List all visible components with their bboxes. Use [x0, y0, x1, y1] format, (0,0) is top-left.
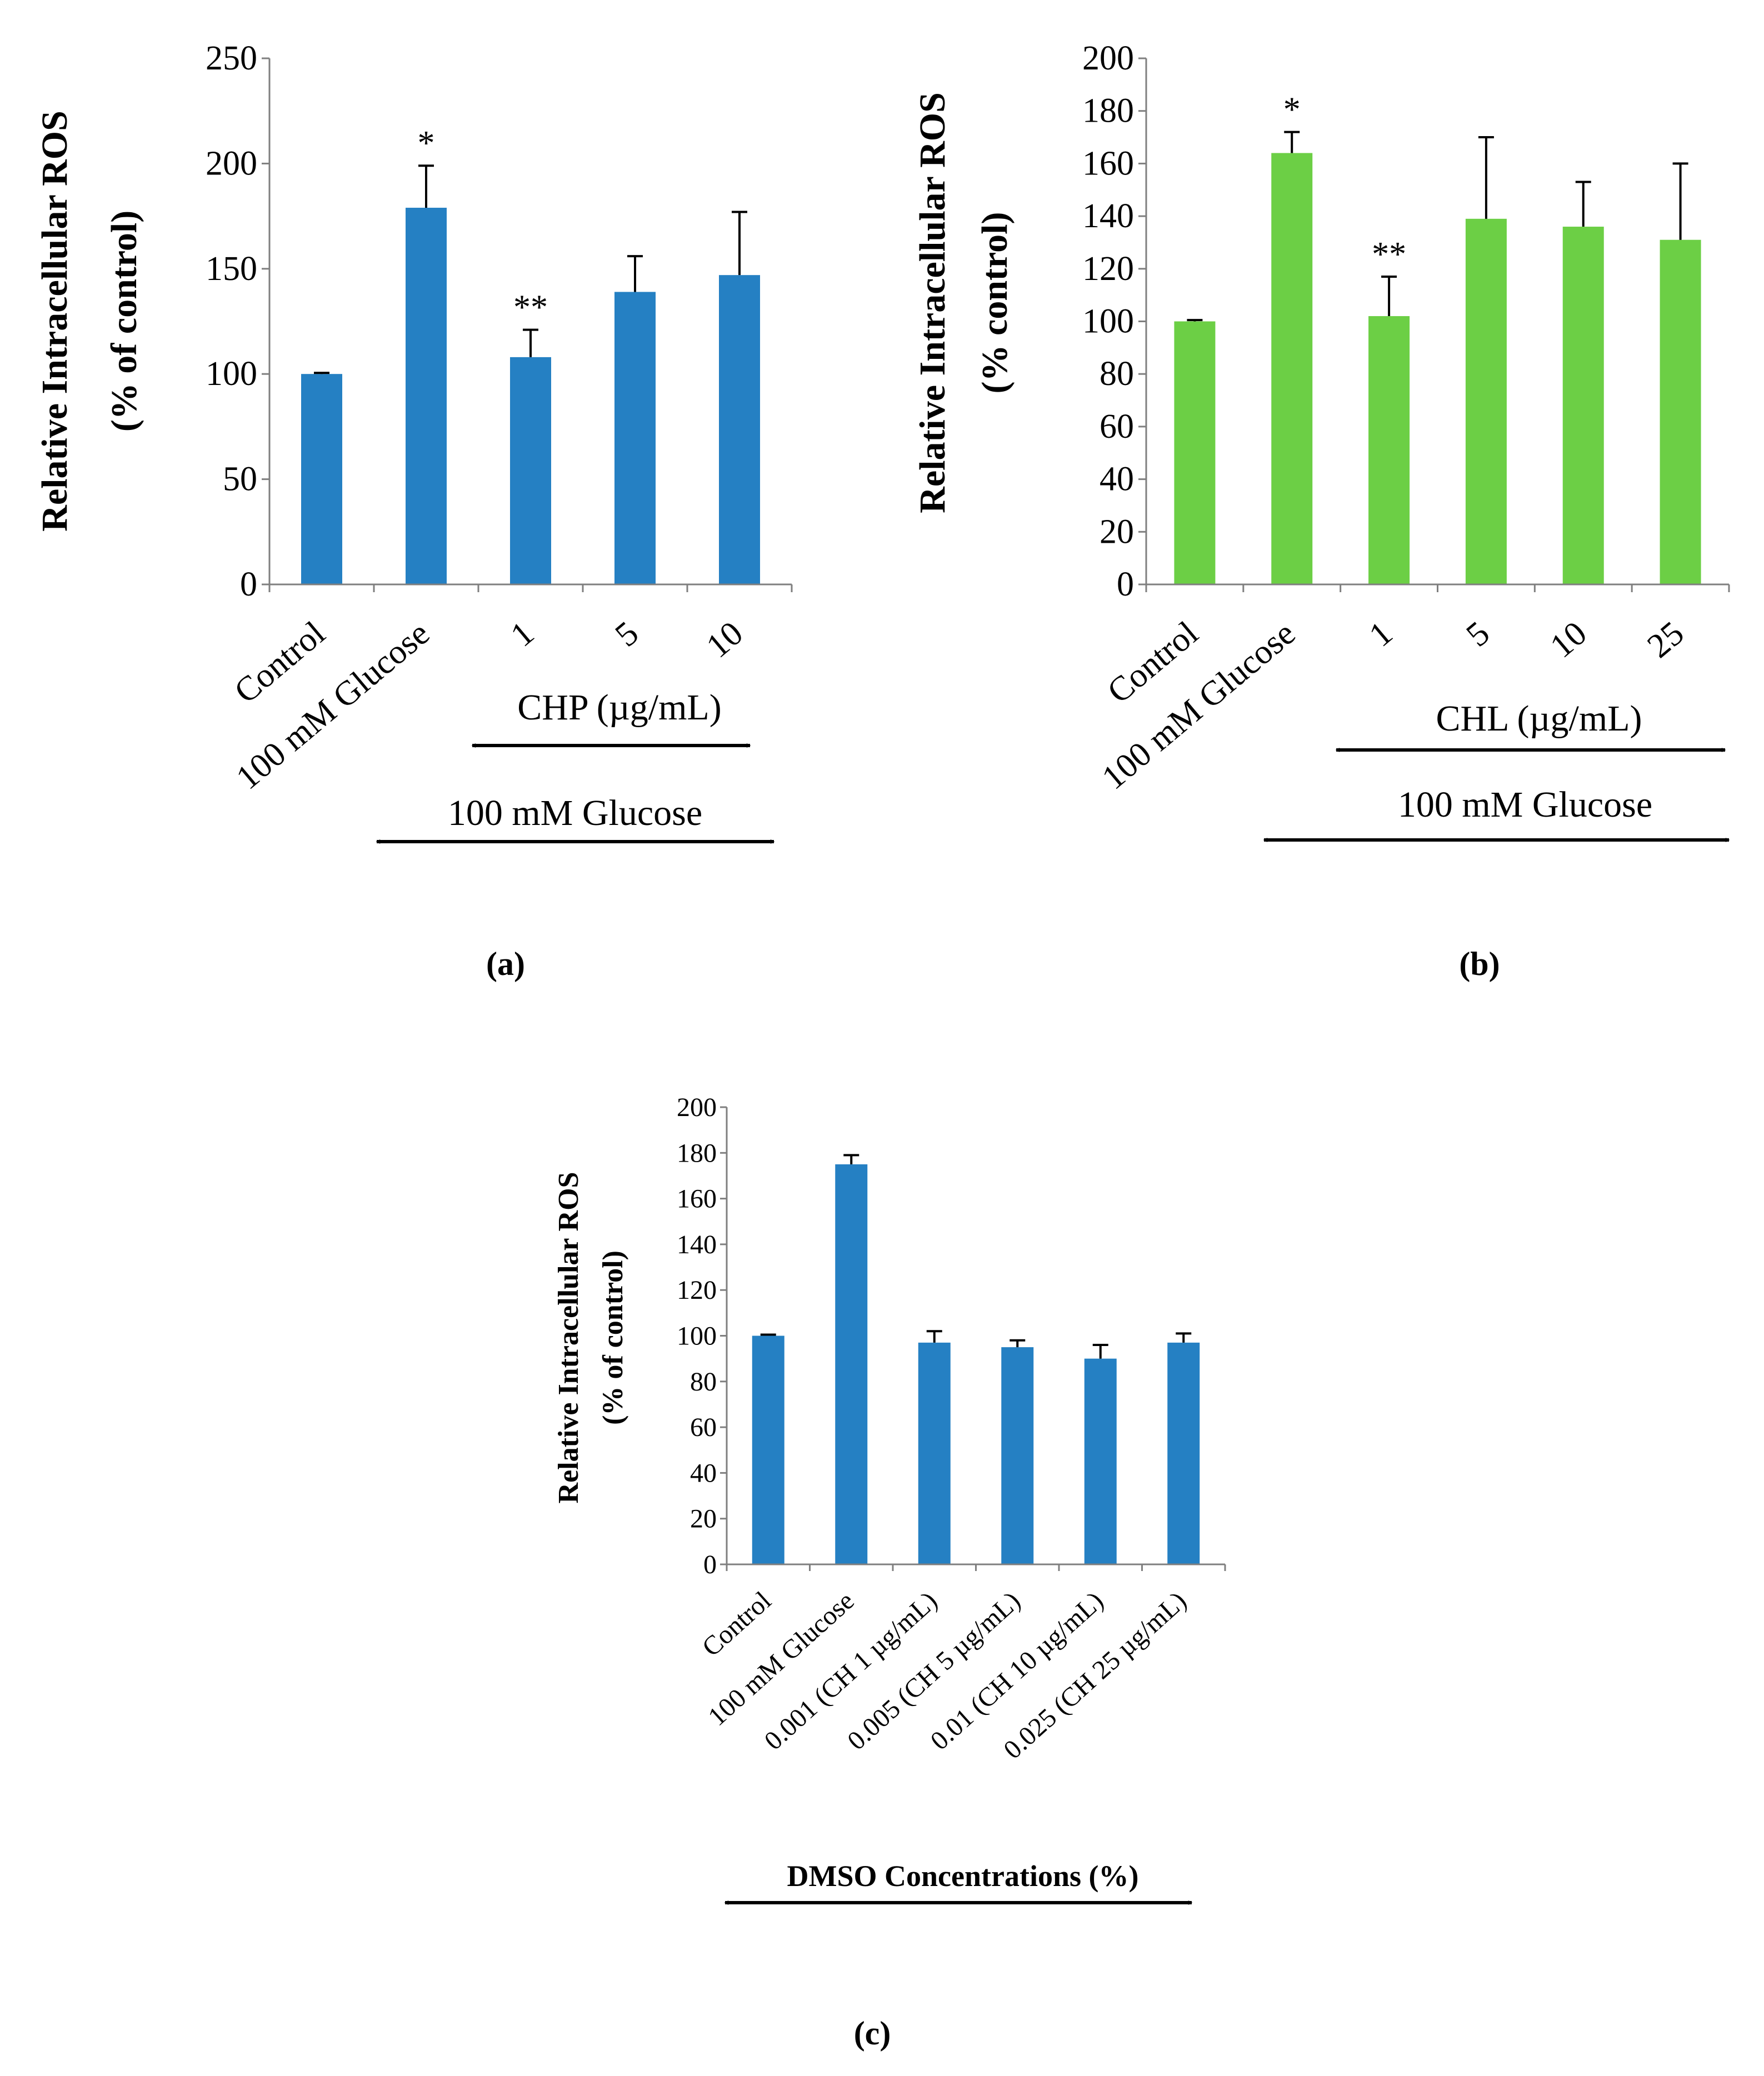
b-x-category-label: 10: [1543, 614, 1594, 666]
c-y-tick-label: 200: [677, 1093, 717, 1122]
b-x-category-label: 5: [1459, 614, 1496, 654]
a-y-tick-label: 50: [223, 461, 257, 498]
b-y-tick-label: 60: [1100, 408, 1134, 446]
a-y-tick-label: 100: [206, 355, 257, 393]
b-y-tick-label: 200: [1082, 39, 1134, 77]
c-y-tick-label: 100: [677, 1322, 717, 1351]
a-x-category-label: 10: [699, 614, 750, 666]
c-bar: [752, 1335, 784, 1564]
b-bar: [1660, 239, 1701, 585]
a-y-ticks: 0 50 100 150 200 250: [206, 39, 793, 603]
c-y-tick-label: 80: [690, 1367, 717, 1397]
a-significance-marker: *: [418, 124, 435, 162]
b-y-tick-label: 40: [1100, 461, 1134, 498]
b-significance-marker: *: [1283, 91, 1301, 129]
b-y-tick-label: 0: [1117, 566, 1134, 603]
b-bar: [1368, 316, 1410, 584]
a-ylabel2: (% of control): [104, 211, 144, 432]
b-significance-marker: **: [1372, 236, 1406, 273]
a-y-axis-title-2: (% of control): [104, 211, 144, 432]
a-y-tick-label: 200: [206, 144, 257, 182]
c-y-tick-label: 40: [690, 1458, 717, 1488]
b-bracket-outer-label: 100 mM Glucose: [1398, 784, 1652, 825]
c-y-tick-label: 0: [703, 1550, 717, 1579]
c-x-category-label: Control: [697, 1586, 777, 1663]
b-bracket-inner-label: CHL (µg/mL): [1436, 698, 1642, 739]
b-y-tick-label: 180: [1082, 92, 1134, 130]
a-caption: (a): [486, 946, 525, 982]
a-bracket-outer-label: 100 mM Glucose: [448, 793, 702, 833]
b-y-axis-title-2: (% control): [975, 212, 1015, 394]
a-y-tick-label: 250: [206, 39, 257, 77]
a-bracket-inner-label: CHP (µg/mL): [517, 687, 721, 728]
c-caption: (c): [854, 2015, 891, 2052]
b-y-tick-label: 140: [1082, 197, 1134, 235]
b-bar: [1465, 218, 1507, 585]
a-x-category-label: 100 mM Glucose: [229, 614, 437, 797]
a-bar: [614, 292, 656, 584]
c-bracket-label: DMSO Concentrations (%): [787, 1859, 1139, 1893]
c-ylabel: Relative Intracellular ROS: [553, 1172, 584, 1504]
b-ylabel2: (% control): [975, 212, 1015, 394]
b-x-category-label: 25: [1640, 614, 1691, 666]
b-bars: ***: [1174, 91, 1701, 585]
c-ylabel2: (% of control): [597, 1250, 629, 1425]
c-bar: [1167, 1342, 1200, 1564]
b-y-tick-label: 80: [1100, 355, 1134, 393]
c-y-tick-label: 120: [677, 1275, 717, 1305]
a-x-category-label: 1: [504, 614, 541, 654]
b-y-tick-label: 160: [1082, 144, 1134, 182]
a-ylabel: Relative Intracellular ROS: [34, 111, 75, 532]
c-bar: [835, 1164, 868, 1564]
b-bar: [1562, 227, 1604, 584]
b-y-axis-title: Relative Intracellular ROS: [912, 92, 953, 513]
a-bar: [510, 357, 551, 584]
c-y-axis-title-2: (% of control): [597, 1250, 629, 1425]
c-y-axis-title: Relative Intracellular ROS: [553, 1172, 584, 1504]
a-x-category-label: 5: [608, 614, 646, 654]
b-y-tick-label: 100: [1082, 303, 1134, 341]
c-y-ticks: 0 20 40 60 80 100 120 140 160 180 200: [677, 1093, 1226, 1579]
a-y-tick-label: 150: [206, 250, 257, 288]
c-y-tick-label: 160: [677, 1184, 717, 1214]
b-ylabel: Relative Intracellular ROS: [912, 92, 953, 513]
c-bar: [918, 1342, 951, 1564]
a-significance-marker: **: [513, 289, 548, 327]
a-bars: ***: [301, 124, 760, 584]
a-bar: [406, 207, 447, 584]
b-x-category-label: 1: [1362, 614, 1400, 654]
b-y-tick-label: 20: [1100, 513, 1134, 551]
a-bar: [719, 275, 760, 584]
c-y-tick-label: 140: [677, 1230, 717, 1259]
b-bar: [1271, 153, 1313, 585]
b-y-ticks: 0 20 40 60 80 100 120 140 160 180 200: [1082, 39, 1730, 603]
c-bar: [1084, 1358, 1117, 1564]
c-y-tick-label: 180: [677, 1138, 717, 1168]
b-bar: [1174, 321, 1216, 584]
c-y-tick-label: 20: [690, 1504, 717, 1534]
b-y-tick-label: 120: [1082, 250, 1134, 288]
c-x-category-label: 100 mM Glucose: [702, 1586, 859, 1732]
a-y-tick-label: 0: [240, 566, 257, 603]
a-bar: [301, 374, 342, 584]
a-y-axis-title: Relative Intracellular ROS: [34, 111, 75, 532]
c-y-tick-label: 60: [690, 1413, 717, 1442]
c-bars: [752, 1154, 1200, 1564]
b-caption: (b): [1459, 946, 1500, 982]
c-bar: [1001, 1347, 1034, 1564]
